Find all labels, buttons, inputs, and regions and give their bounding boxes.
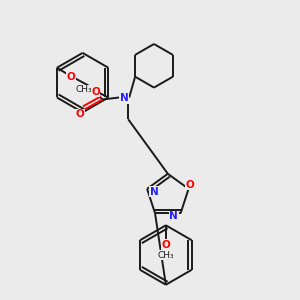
Text: N: N	[150, 187, 158, 197]
Text: N: N	[169, 211, 178, 221]
Text: O: O	[75, 109, 84, 119]
Text: O: O	[161, 240, 170, 250]
Text: O: O	[66, 72, 75, 82]
Text: O: O	[91, 87, 100, 97]
Text: O: O	[185, 180, 194, 190]
Text: CH₃: CH₃	[158, 250, 174, 260]
Text: N: N	[120, 94, 129, 103]
Text: CH₃: CH₃	[75, 85, 92, 94]
